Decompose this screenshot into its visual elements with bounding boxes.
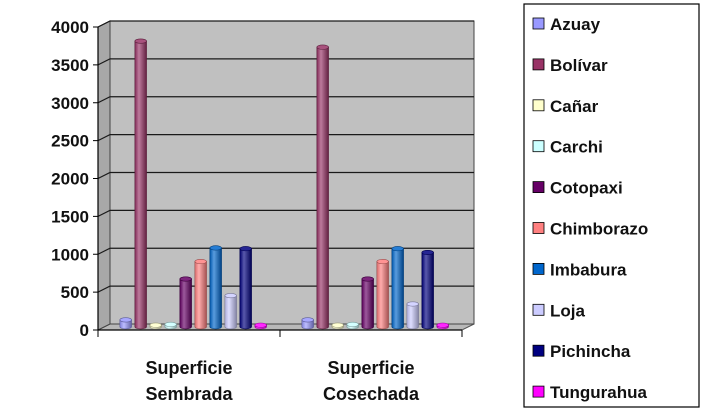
- x-tick-label: Superficie: [145, 358, 232, 378]
- bar-chimborazo-1: [194, 261, 207, 330]
- bar-pichincha-2: [421, 252, 434, 330]
- gridline: [97, 58, 474, 66]
- bar-cap: [224, 293, 237, 299]
- bar-cotopaxi-1: [179, 278, 192, 330]
- bar-cap: [134, 38, 147, 44]
- gridline: [97, 209, 474, 217]
- bar-loja-2: [406, 303, 419, 330]
- bar-cap: [421, 249, 434, 255]
- bar-imbabura-2: [391, 248, 404, 330]
- legend-label: Tungurahua: [550, 383, 647, 402]
- x-tick-label: Superficie: [327, 358, 414, 378]
- legend-label: Cotopaxi: [550, 179, 623, 198]
- legend: [523, 3, 700, 408]
- x-tick-label: Sembrada: [145, 384, 233, 404]
- legend-label: Cañar: [550, 97, 599, 116]
- gridline: [97, 171, 474, 180]
- bar-cap: [179, 276, 192, 282]
- gridline: [97, 96, 474, 104]
- y-tick-label: 500: [61, 283, 89, 302]
- bar-cap: [406, 301, 419, 307]
- legend-label: Bolívar: [550, 56, 608, 75]
- y-tick-label: 1500: [51, 207, 89, 226]
- legend-swatch: [532, 222, 545, 234]
- y-tick-label: 2000: [51, 170, 89, 189]
- legend-swatch: [532, 303, 545, 316]
- gridline: [97, 247, 474, 255]
- bar-chimborazo-2: [376, 261, 389, 330]
- bar-pichincha-1: [239, 248, 252, 330]
- bar-cap: [119, 317, 132, 323]
- y-tick-label: 2500: [51, 132, 89, 151]
- bar-cap: [164, 321, 177, 327]
- legend-label: Pichincha: [550, 342, 631, 361]
- legend-swatch: [532, 17, 545, 30]
- bar-cap: [194, 259, 207, 265]
- legend-label: Azuay: [550, 15, 601, 34]
- legend-swatch: [532, 344, 545, 357]
- legend-label: Loja: [550, 301, 585, 320]
- bar-cap: [209, 245, 222, 251]
- legend-label: Carchi: [550, 138, 603, 157]
- gridline: [97, 20, 474, 28]
- legend-swatch: [532, 181, 545, 194]
- bar-cap: [316, 44, 329, 50]
- legend-swatch: [532, 58, 545, 71]
- bar-cap: [301, 317, 314, 323]
- bar-cap: [361, 276, 374, 282]
- bar-cap: [331, 322, 344, 328]
- gridline: [97, 134, 474, 142]
- bar-cap: [436, 322, 449, 328]
- bar-bol-var-1: [134, 40, 147, 330]
- bar-bol-var-2: [316, 46, 329, 330]
- y-tick-label: 0: [80, 321, 89, 340]
- bar-cap: [239, 246, 252, 252]
- legend-label: Chimborazo: [550, 220, 648, 239]
- legend-swatch: [532, 262, 545, 275]
- gridline: [97, 285, 474, 293]
- bar-loja-1: [224, 295, 237, 330]
- bar-cap: [391, 246, 404, 252]
- bar-cap: [254, 322, 267, 328]
- x-tick-label: Cosechada: [323, 384, 420, 404]
- y-tick-label: 4000: [51, 18, 89, 37]
- y-tick-label: 3000: [51, 94, 89, 113]
- bar-cap: [376, 259, 389, 265]
- bar-imbabura-1: [209, 247, 222, 330]
- y-tick-label: 3500: [51, 56, 89, 75]
- legend-swatch: [532, 385, 545, 398]
- bar-cap: [346, 321, 359, 327]
- bar-cotopaxi-2: [361, 278, 374, 330]
- bar-cap: [149, 322, 162, 328]
- legend-swatch: [532, 99, 545, 112]
- y-tick-label: 1000: [51, 245, 89, 264]
- legend-label: Imbabura: [550, 260, 627, 279]
- legend-swatch: [532, 140, 545, 153]
